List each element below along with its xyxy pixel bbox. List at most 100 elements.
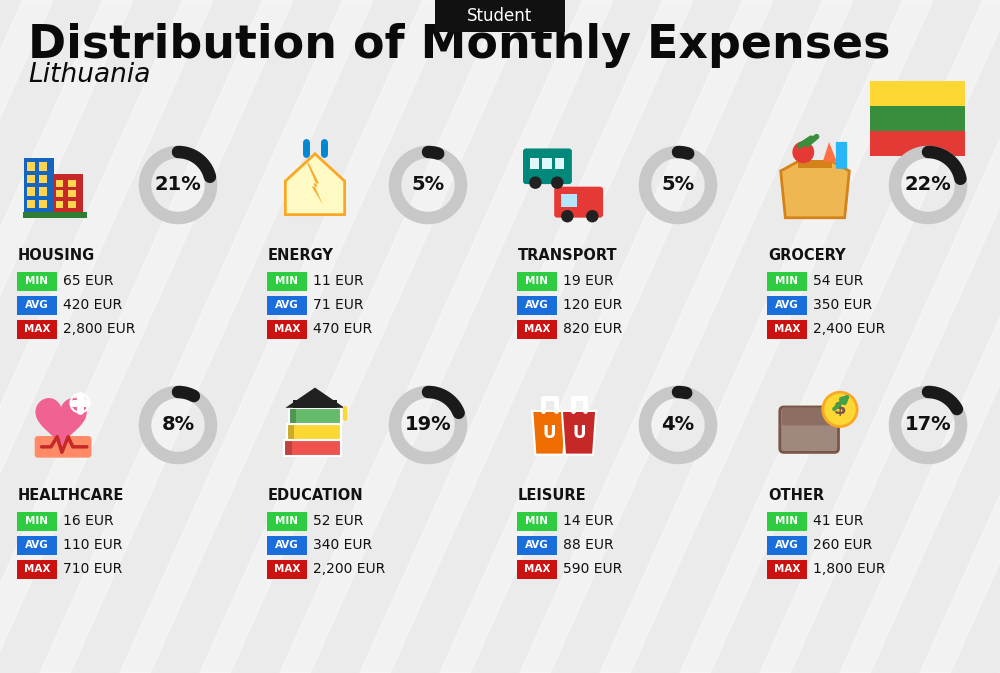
- FancyBboxPatch shape: [267, 536, 307, 555]
- FancyBboxPatch shape: [68, 180, 76, 186]
- FancyBboxPatch shape: [35, 436, 91, 458]
- Polygon shape: [307, 163, 323, 205]
- Text: 1,800 EUR: 1,800 EUR: [813, 562, 886, 576]
- Text: AVG: AVG: [25, 540, 49, 550]
- Text: 22%: 22%: [905, 176, 951, 194]
- Polygon shape: [781, 162, 849, 218]
- Text: 5%: 5%: [411, 176, 445, 194]
- FancyBboxPatch shape: [517, 295, 557, 314]
- Polygon shape: [532, 411, 567, 455]
- Text: 590 EUR: 590 EUR: [563, 562, 622, 576]
- Circle shape: [823, 392, 857, 427]
- Text: EDUCATION: EDUCATION: [268, 487, 364, 503]
- Text: 470 EUR: 470 EUR: [313, 322, 372, 336]
- Polygon shape: [285, 388, 345, 408]
- FancyBboxPatch shape: [68, 201, 76, 209]
- FancyBboxPatch shape: [517, 320, 557, 339]
- Text: 19%: 19%: [405, 415, 451, 435]
- Text: 350 EUR: 350 EUR: [813, 298, 872, 312]
- Circle shape: [792, 141, 814, 163]
- Circle shape: [586, 210, 599, 223]
- Text: 65 EUR: 65 EUR: [63, 274, 114, 288]
- Text: MAX: MAX: [274, 324, 300, 334]
- Text: 21%: 21%: [155, 176, 201, 194]
- Text: 54 EUR: 54 EUR: [813, 274, 863, 288]
- FancyBboxPatch shape: [517, 536, 557, 555]
- Circle shape: [529, 176, 542, 189]
- FancyBboxPatch shape: [56, 190, 63, 197]
- Text: MIN: MIN: [776, 516, 798, 526]
- Text: MIN: MIN: [526, 276, 548, 286]
- Polygon shape: [562, 411, 596, 455]
- Text: AVG: AVG: [525, 540, 549, 550]
- Text: OTHER: OTHER: [768, 487, 824, 503]
- Text: MIN: MIN: [776, 276, 798, 286]
- Text: MIN: MIN: [276, 276, 298, 286]
- FancyBboxPatch shape: [767, 320, 807, 339]
- Text: Lithuania: Lithuania: [28, 62, 150, 88]
- FancyBboxPatch shape: [435, 0, 565, 32]
- Text: AVG: AVG: [275, 540, 299, 550]
- Text: 88 EUR: 88 EUR: [563, 538, 614, 552]
- Text: MAX: MAX: [774, 564, 800, 574]
- Text: MAX: MAX: [24, 564, 50, 574]
- FancyBboxPatch shape: [293, 400, 337, 408]
- Text: LEISURE: LEISURE: [518, 487, 587, 503]
- Text: TRANSPORT: TRANSPORT: [518, 248, 618, 262]
- Text: 8%: 8%: [161, 415, 195, 435]
- Text: 71 EUR: 71 EUR: [313, 298, 364, 312]
- FancyBboxPatch shape: [289, 409, 341, 425]
- FancyBboxPatch shape: [555, 158, 564, 170]
- FancyBboxPatch shape: [554, 186, 603, 217]
- FancyBboxPatch shape: [17, 536, 57, 555]
- Text: 4%: 4%: [661, 415, 695, 435]
- Text: 420 EUR: 420 EUR: [63, 298, 122, 312]
- FancyBboxPatch shape: [517, 511, 557, 530]
- Text: 260 EUR: 260 EUR: [813, 538, 872, 552]
- FancyBboxPatch shape: [517, 559, 557, 579]
- FancyBboxPatch shape: [39, 175, 47, 184]
- Text: MAX: MAX: [524, 324, 550, 334]
- Text: 2,400 EUR: 2,400 EUR: [813, 322, 885, 336]
- FancyBboxPatch shape: [798, 160, 832, 168]
- FancyBboxPatch shape: [17, 320, 57, 339]
- FancyBboxPatch shape: [836, 142, 847, 169]
- Text: U: U: [572, 424, 586, 441]
- FancyBboxPatch shape: [285, 441, 292, 455]
- FancyBboxPatch shape: [56, 180, 63, 186]
- Text: Student: Student: [467, 7, 533, 25]
- FancyBboxPatch shape: [542, 158, 552, 170]
- FancyBboxPatch shape: [782, 407, 836, 425]
- Text: ENERGY: ENERGY: [268, 248, 334, 262]
- FancyBboxPatch shape: [767, 511, 807, 530]
- FancyBboxPatch shape: [767, 559, 807, 579]
- Text: MAX: MAX: [774, 324, 800, 334]
- Text: 52 EUR: 52 EUR: [313, 514, 363, 528]
- FancyBboxPatch shape: [39, 162, 47, 171]
- Text: MAX: MAX: [524, 564, 550, 574]
- Text: 14 EUR: 14 EUR: [563, 514, 614, 528]
- FancyBboxPatch shape: [27, 187, 35, 196]
- FancyBboxPatch shape: [517, 271, 557, 291]
- Text: Distribution of Monthly Expenses: Distribution of Monthly Expenses: [28, 22, 890, 67]
- FancyBboxPatch shape: [530, 158, 539, 170]
- FancyBboxPatch shape: [870, 131, 965, 156]
- FancyBboxPatch shape: [287, 424, 341, 440]
- Text: HOUSING: HOUSING: [18, 248, 95, 262]
- FancyBboxPatch shape: [39, 187, 47, 196]
- FancyBboxPatch shape: [27, 200, 35, 209]
- FancyBboxPatch shape: [870, 81, 965, 106]
- Text: 120 EUR: 120 EUR: [563, 298, 622, 312]
- FancyBboxPatch shape: [767, 295, 807, 314]
- FancyBboxPatch shape: [267, 511, 307, 530]
- FancyBboxPatch shape: [23, 211, 87, 218]
- Text: AVG: AVG: [775, 300, 799, 310]
- FancyBboxPatch shape: [767, 271, 807, 291]
- Text: AVG: AVG: [275, 300, 299, 310]
- FancyBboxPatch shape: [17, 271, 57, 291]
- Text: 17%: 17%: [905, 415, 951, 435]
- FancyBboxPatch shape: [27, 162, 35, 171]
- Text: AVG: AVG: [25, 300, 49, 310]
- Text: AVG: AVG: [525, 300, 549, 310]
- FancyBboxPatch shape: [39, 200, 47, 209]
